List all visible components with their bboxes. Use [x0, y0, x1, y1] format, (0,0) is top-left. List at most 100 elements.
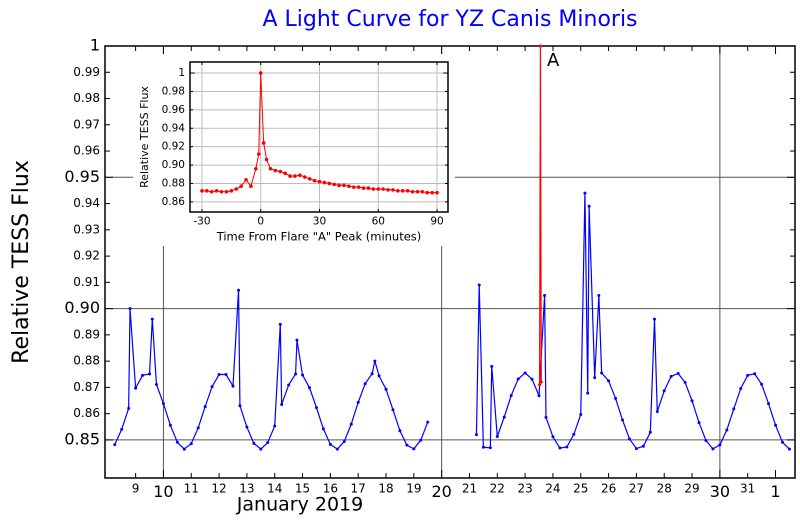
data-point — [264, 157, 269, 162]
x-axis-label: January 2019 — [236, 494, 363, 516]
data-point — [583, 191, 587, 195]
data-point — [196, 426, 200, 430]
y-tick-label: 1 — [90, 36, 100, 55]
y-tick-label: 0.87 — [73, 380, 100, 394]
data-point — [579, 412, 583, 416]
data-point — [217, 373, 221, 377]
data-point — [154, 383, 158, 387]
y-tick-label: 0.88 — [73, 354, 100, 368]
x-tick-label: 27 — [629, 481, 644, 495]
data-point — [676, 371, 680, 375]
data-point — [209, 189, 214, 194]
data-point — [295, 338, 299, 342]
data-point — [371, 187, 376, 191]
y-tick-label: 0.89 — [73, 327, 100, 341]
data-point — [435, 190, 439, 195]
data-point — [342, 183, 346, 188]
inset-y-label: Relative TESS Flux — [138, 86, 151, 188]
data-point — [237, 288, 241, 292]
y-tick-label: 0.97 — [73, 117, 100, 131]
data-point — [386, 188, 390, 192]
data-point — [210, 385, 214, 389]
x-tick-label: 24 — [545, 481, 560, 495]
data-point — [278, 169, 283, 174]
data-point — [113, 443, 117, 447]
data-point — [739, 386, 743, 390]
data-point — [120, 427, 124, 431]
x-tick-label: 21 — [462, 481, 477, 495]
data-point — [426, 420, 430, 424]
data-point — [203, 405, 207, 409]
data-point — [481, 445, 485, 449]
data-point — [219, 189, 224, 194]
data-point — [509, 394, 513, 398]
data-point — [258, 71, 263, 75]
data-point — [732, 407, 736, 411]
data-point — [376, 187, 381, 191]
data-point — [551, 435, 555, 439]
data-point — [239, 184, 243, 189]
data-point — [150, 317, 154, 321]
data-point — [655, 410, 659, 414]
data-point — [266, 441, 270, 445]
y-tick-label: 0.96 — [73, 144, 100, 158]
data-point — [593, 376, 597, 380]
data-point — [342, 439, 346, 443]
data-point — [231, 384, 235, 388]
data-point — [704, 438, 708, 442]
inset-x-label: Time From Flare "A" Peak (minutes) — [216, 230, 422, 244]
data-point — [337, 183, 341, 188]
data-point — [321, 427, 325, 431]
data-point — [273, 424, 277, 428]
annotation: A — [547, 50, 560, 71]
data-point — [697, 421, 701, 425]
data-point — [252, 441, 256, 445]
data-point — [189, 442, 193, 446]
data-point — [767, 402, 771, 406]
data-point — [725, 428, 729, 432]
data-point — [430, 190, 434, 195]
y-tick-label: 0.99 — [73, 65, 100, 79]
x-tick-label: 25 — [573, 481, 588, 495]
data-point — [148, 372, 152, 376]
x-tick-label: 10 — [153, 482, 173, 501]
data-point — [516, 377, 520, 381]
data-point — [351, 185, 356, 189]
data-point — [538, 44, 542, 48]
x-tick-label: 12 — [211, 481, 226, 495]
data-point — [182, 447, 186, 451]
data-point — [168, 423, 172, 427]
data-point — [307, 386, 311, 390]
data-point — [273, 168, 278, 173]
data-point — [488, 446, 492, 450]
data-point — [261, 141, 266, 145]
data-point — [597, 293, 601, 297]
data-point — [587, 204, 591, 208]
data-point — [128, 307, 132, 311]
x-tick-label: 15 — [295, 481, 310, 495]
x-tick-label: 23 — [517, 481, 532, 495]
data-point — [288, 174, 292, 178]
data-point — [648, 430, 652, 434]
x-tick-label: 0 — [257, 215, 264, 227]
data-point — [711, 447, 715, 451]
data-point — [652, 317, 656, 321]
data-point — [256, 152, 261, 156]
data-point — [141, 373, 145, 377]
data-point — [753, 372, 757, 376]
data-point — [396, 189, 400, 193]
x-tick-label: 9 — [132, 481, 140, 495]
data-point — [565, 445, 569, 449]
data-point — [787, 447, 791, 451]
x-tick-label: 60 — [372, 215, 385, 227]
data-point — [419, 438, 423, 442]
data-point — [312, 178, 317, 183]
data-point — [669, 374, 673, 378]
x-tick-label: 28 — [657, 481, 672, 495]
plot-frame — [189, 61, 449, 213]
data-point — [614, 396, 618, 400]
data-point — [214, 189, 219, 193]
y-tick-label: 0.90 — [64, 298, 100, 317]
data-point — [161, 402, 165, 406]
data-point — [544, 415, 548, 419]
